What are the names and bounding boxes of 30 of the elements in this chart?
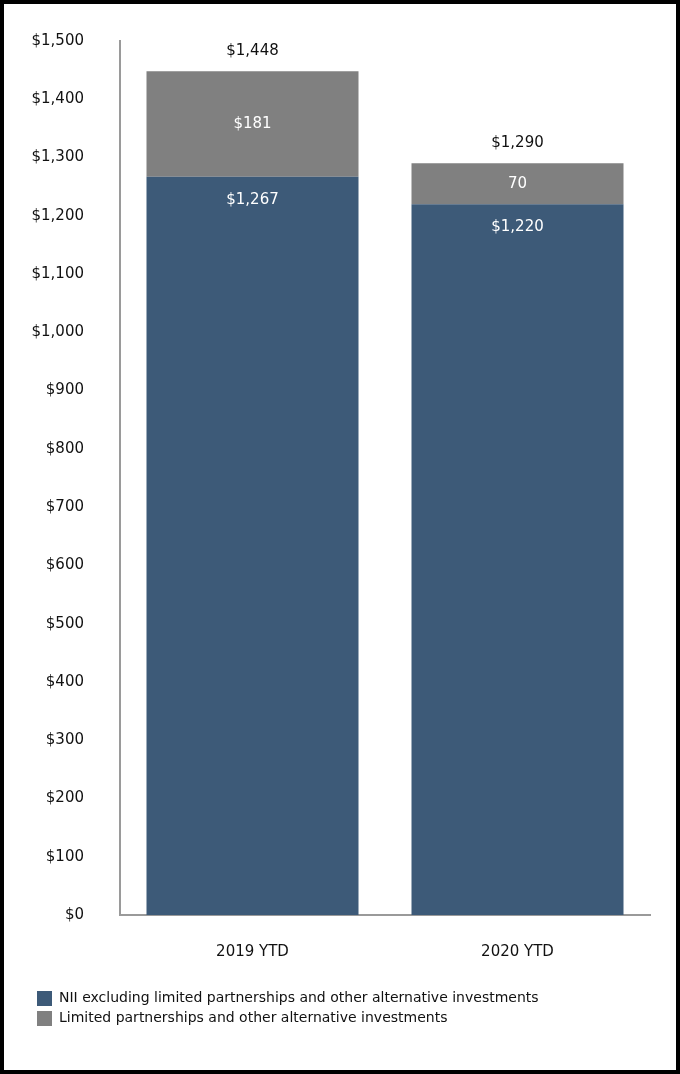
y-tick-label: $300: [45, 730, 84, 749]
y-tick-label: $1,500: [31, 30, 84, 49]
data-label: $181: [233, 113, 272, 132]
bar: [146, 176, 359, 915]
data-label: $1,220: [491, 217, 544, 236]
legend-label: NII excluding limited partnerships and other alternative investments: [59, 989, 539, 1006]
y-tick-label: $1,100: [31, 263, 84, 282]
bar: [411, 163, 624, 205]
x-tick-label: 2020 YTD: [481, 941, 554, 960]
y-tick-label: $1,000: [31, 322, 84, 341]
legend-label: Limited partnerships and other alternative investments: [59, 1009, 448, 1026]
y-tick-label: $800: [45, 438, 84, 457]
total-label: $1,290: [491, 133, 544, 152]
y-tick-label: $400: [45, 671, 84, 690]
y-tick-label: $600: [45, 555, 84, 574]
x-tick-label: 2019 YTD: [216, 941, 289, 960]
y-tick-label: $500: [45, 613, 84, 632]
y-tick-label: $900: [45, 380, 84, 399]
y-tick-label: $1,400: [31, 89, 84, 108]
y-tick-label: $100: [45, 846, 84, 865]
y-tick-label: $1,300: [31, 147, 84, 166]
total-label: $1,448: [226, 41, 279, 60]
data-label: $1,267: [226, 189, 279, 208]
y-tick-label: $700: [45, 497, 84, 516]
data-label: 70: [507, 173, 528, 192]
bar: [146, 71, 359, 177]
y-tick-label: $1,200: [31, 205, 84, 224]
y-tick-label: $200: [45, 788, 84, 807]
bar: [411, 204, 624, 915]
y-tick-label: $0: [64, 904, 84, 923]
